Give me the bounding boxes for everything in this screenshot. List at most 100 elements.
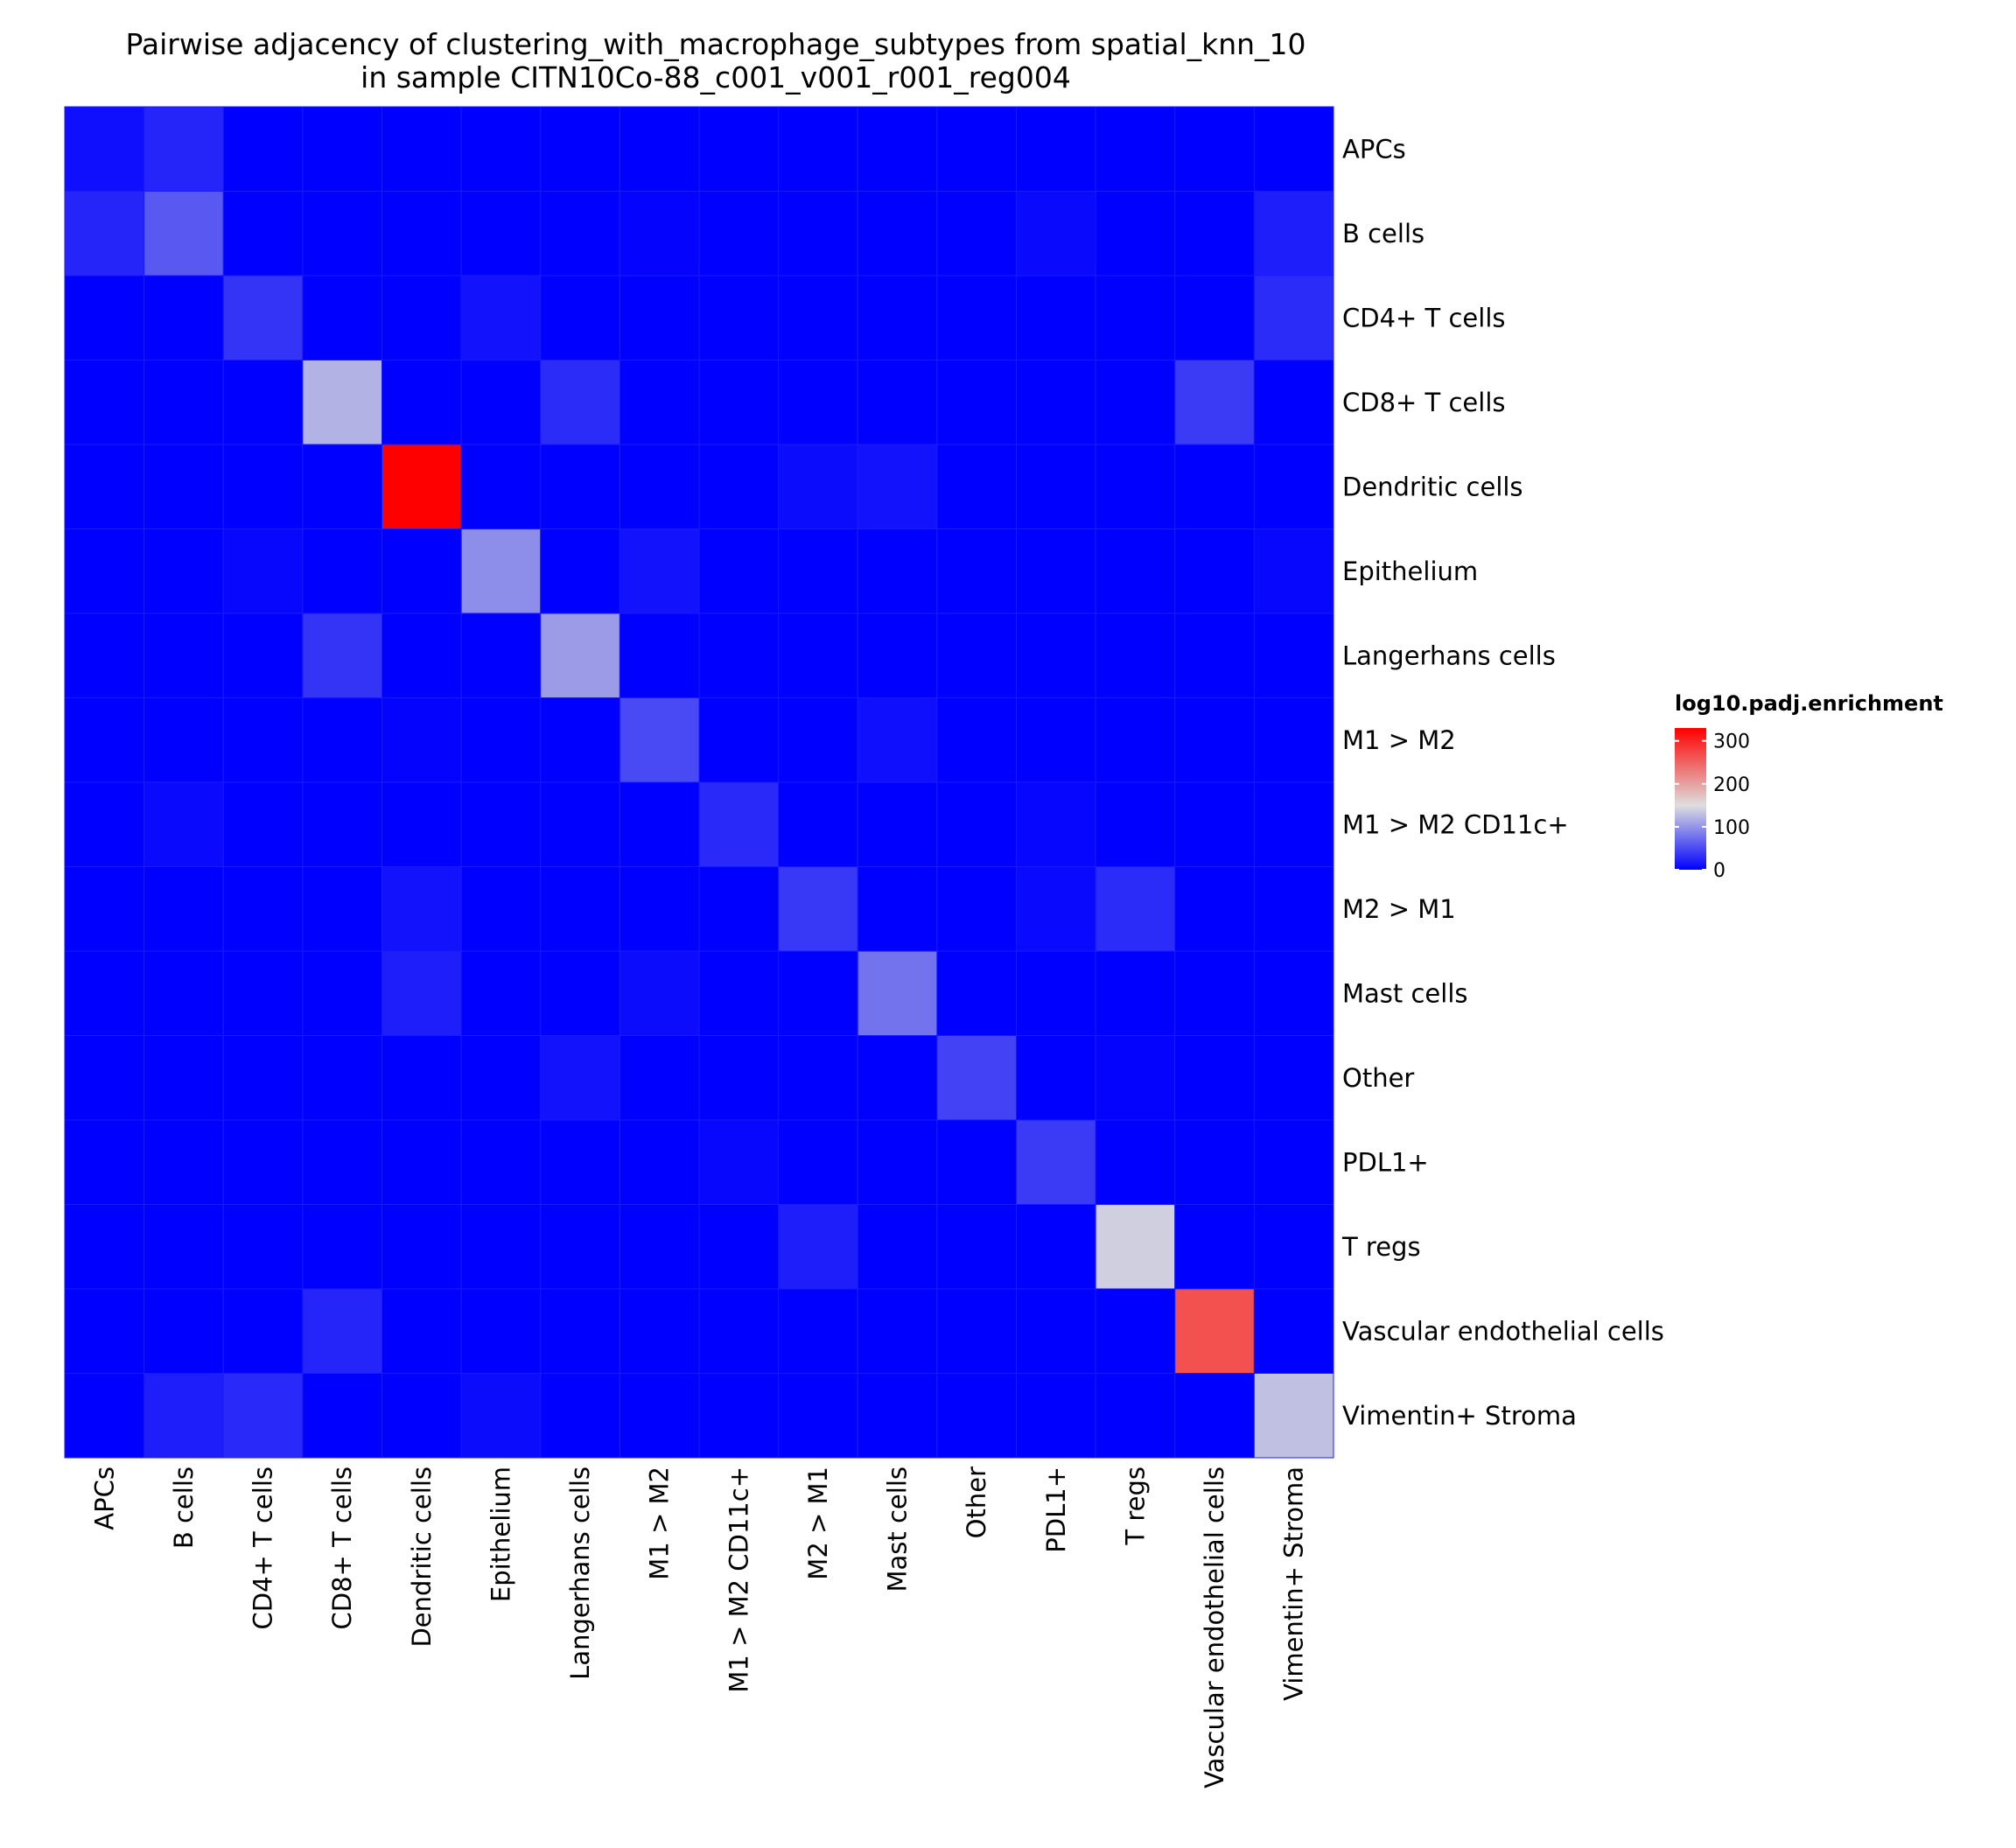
heatmap-cell	[698, 528, 780, 614]
heatmap-cell	[778, 444, 858, 529]
heatmap-cell	[857, 1373, 938, 1459]
heatmap-cell	[302, 191, 382, 276]
heatmap-cell	[1016, 191, 1096, 276]
heatmap-cell	[619, 612, 700, 698]
heatmap-cell	[1253, 950, 1334, 1036]
heatmap-cell	[1253, 1288, 1334, 1374]
heatmap-cell	[857, 528, 938, 614]
column-label: Epithelium	[486, 1466, 515, 1602]
heatmap-cell	[382, 1204, 462, 1290]
heatmap-cell	[1174, 275, 1255, 360]
heatmap-cell	[1016, 106, 1096, 192]
heatmap-cell	[222, 1035, 304, 1121]
row-labels: APCs B cells CD4+ T cells CD8+ T cells Dendr…	[1341, 134, 1664, 1431]
heatmap-cell	[778, 1288, 858, 1374]
heatmap-cell	[144, 275, 224, 360]
heatmap-cell	[778, 360, 858, 445]
heatmap-cell	[1016, 612, 1096, 698]
heatmap-cell	[936, 1288, 1017, 1374]
heatmap-cell	[698, 1373, 780, 1459]
heatmap-cell	[1095, 528, 1176, 614]
heatmap-cell	[1016, 1373, 1096, 1459]
heatmap-cell	[1174, 950, 1255, 1036]
heatmap-cell	[1095, 1035, 1176, 1121]
heatmap-cell	[302, 781, 382, 867]
heatmap-cell	[1095, 444, 1176, 529]
heatmap-cell	[1016, 444, 1096, 529]
heatmap-cell	[1016, 528, 1096, 614]
heatmap-cell	[540, 781, 620, 867]
heatmap-cell	[619, 1288, 700, 1374]
heatmap-cell	[64, 1204, 145, 1290]
row-label: M1 > M2 CD11c+	[1342, 809, 1569, 839]
heatmap-cell	[778, 1035, 858, 1121]
heatmap-cell	[778, 275, 858, 360]
row-label: M2 > M1	[1342, 894, 1456, 924]
heatmap-cell	[540, 106, 620, 192]
heatmap-cell	[144, 528, 224, 614]
legend-ticks: 0 100 200 300	[1675, 732, 1750, 882]
heatmap-cell	[222, 1119, 304, 1205]
heatmap-cell	[540, 1373, 620, 1459]
heatmap-cell	[1174, 697, 1255, 783]
column-label: APCs	[89, 1466, 119, 1530]
heatmap-cell	[936, 360, 1017, 445]
heatmap-cell	[302, 106, 382, 192]
heatmap-cell	[698, 1119, 780, 1205]
heatmap-cell	[460, 1035, 542, 1121]
heatmap-cell	[619, 444, 700, 529]
heatmap-cell	[1016, 1204, 1096, 1290]
heatmap-cell	[382, 528, 462, 614]
legend-tick-label: 100	[1713, 817, 1750, 839]
heatmap-cell	[1174, 106, 1255, 192]
heatmap-cell	[936, 106, 1017, 192]
heatmap-cell	[1253, 275, 1334, 360]
column-label: Mast cells	[883, 1466, 913, 1592]
column-label: Vimentin+ Stroma	[1279, 1466, 1309, 1701]
heatmap-cell	[619, 191, 700, 276]
heatmap-cell	[302, 1204, 382, 1290]
legend-color-bar	[1675, 728, 1706, 870]
heatmap-cell	[936, 444, 1017, 529]
heatmap-cell	[64, 106, 145, 192]
heatmap-cell	[698, 781, 780, 867]
heatmap-cell	[460, 528, 542, 614]
heatmap-cell	[302, 697, 382, 783]
heatmap-cell	[144, 950, 224, 1036]
heatmap-cell	[1174, 612, 1255, 698]
legend-tick-label: 200	[1713, 774, 1750, 796]
heatmap-cell	[64, 866, 145, 952]
heatmap-cell	[698, 1035, 780, 1121]
heatmap-cell	[1016, 1119, 1096, 1205]
heatmap-cell	[619, 360, 700, 445]
chart-title: Pairwise adjacency of clustering_with_ma…	[125, 27, 1306, 61]
heatmap-cell	[302, 1288, 382, 1374]
heatmap-cell	[1095, 1288, 1176, 1374]
row-label: PDL1+	[1342, 1147, 1429, 1177]
heatmap-cell	[382, 866, 462, 952]
heatmap-cell	[222, 950, 304, 1036]
heatmap-cell	[222, 1288, 304, 1374]
heatmap-cell	[1253, 612, 1334, 698]
heatmap-cell	[1174, 1204, 1255, 1290]
heatmap-cell	[64, 1035, 145, 1121]
heatmap-cell	[64, 360, 145, 445]
row-label: Epithelium	[1342, 556, 1478, 586]
heatmap-cell	[222, 106, 304, 192]
heatmap-cell	[619, 1373, 700, 1459]
heatmap-cell	[1095, 360, 1176, 445]
heatmap-cell	[302, 1373, 382, 1459]
heatmap-cell	[936, 950, 1017, 1036]
heatmap-cell	[302, 1035, 382, 1121]
heatmap-cell	[1253, 1373, 1334, 1459]
heatmap-cell	[460, 1119, 542, 1205]
heatmap-cell	[460, 275, 542, 360]
row-label: M1 > M2	[1342, 725, 1456, 755]
heatmap-cell	[460, 950, 542, 1036]
heatmap-cell	[302, 275, 382, 360]
row-label: CD4+ T cells	[1342, 303, 1506, 332]
heatmap-cell	[1174, 781, 1255, 867]
column-label: T regs	[1120, 1466, 1150, 1546]
column-label: PDL1+	[1041, 1466, 1071, 1553]
heatmap-cell	[64, 191, 145, 276]
